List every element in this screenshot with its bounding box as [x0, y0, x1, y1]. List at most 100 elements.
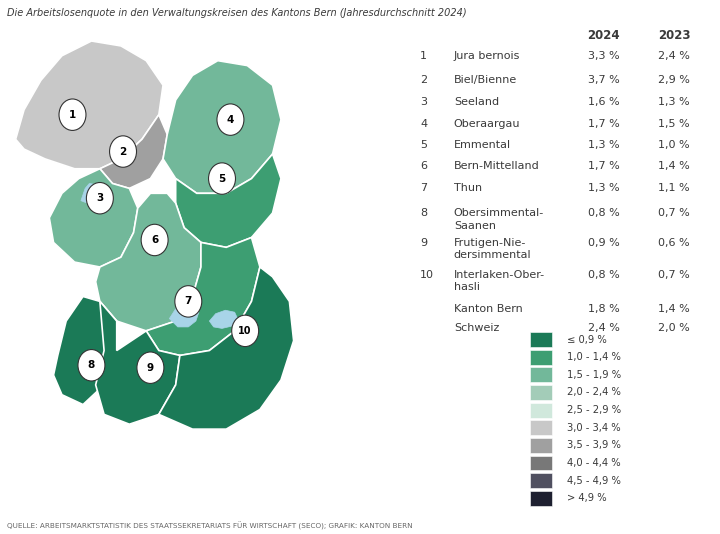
Text: 4,5 - 4,9 %: 4,5 - 4,9 %	[567, 476, 621, 485]
Circle shape	[78, 350, 105, 381]
Text: 3,0 - 3,4 %: 3,0 - 3,4 %	[567, 423, 621, 433]
Polygon shape	[169, 304, 199, 327]
Circle shape	[217, 104, 244, 135]
Polygon shape	[16, 41, 163, 169]
Text: 2,9 %: 2,9 %	[658, 75, 690, 85]
Text: 9: 9	[420, 238, 427, 248]
Circle shape	[59, 99, 86, 130]
Text: ≤ 0,9 %: ≤ 0,9 %	[567, 335, 607, 344]
Bar	[530, 367, 552, 382]
Text: 2,5 - 2,9 %: 2,5 - 2,9 %	[567, 405, 621, 415]
Text: 0,8 %: 0,8 %	[588, 208, 620, 218]
Polygon shape	[176, 154, 281, 247]
Text: Obersimmental-
Saanen: Obersimmental- Saanen	[454, 208, 544, 231]
Text: Kanton Bern: Kanton Bern	[454, 304, 523, 315]
Circle shape	[209, 163, 235, 194]
Text: 6: 6	[420, 161, 427, 171]
Circle shape	[175, 286, 202, 317]
Polygon shape	[96, 193, 201, 331]
Text: 1,0 - 1,4 %: 1,0 - 1,4 %	[567, 352, 621, 362]
Polygon shape	[146, 238, 260, 356]
Text: 0,7 %: 0,7 %	[658, 270, 690, 280]
Text: 3,3 %: 3,3 %	[588, 51, 619, 61]
Text: 10: 10	[420, 270, 434, 280]
Text: 7: 7	[420, 183, 427, 193]
Text: 1,3 %: 1,3 %	[658, 97, 690, 107]
Text: 1,7 %: 1,7 %	[588, 119, 620, 129]
Bar	[530, 473, 552, 488]
Text: QUELLE: ARBEITSMARKTSTATISTIK DES STAATSSEKRETARIATS FÜR WIRTSCHAFT (SECO); GRAF: QUELLE: ARBEITSMARKTSTATISTIK DES STAATS…	[7, 521, 413, 530]
Polygon shape	[159, 267, 294, 429]
Text: Bern-Mittelland: Bern-Mittelland	[454, 161, 539, 171]
Bar	[530, 332, 552, 347]
Polygon shape	[50, 169, 138, 267]
Text: Emmental: Emmental	[454, 140, 511, 150]
Polygon shape	[163, 61, 281, 193]
Text: Frutigen-Nie-
dersimmental: Frutigen-Nie- dersimmental	[454, 238, 531, 260]
Text: 2: 2	[420, 75, 427, 85]
Circle shape	[109, 136, 137, 167]
Text: 1,5 %: 1,5 %	[658, 119, 690, 129]
Text: 1,3 %: 1,3 %	[588, 183, 619, 193]
Text: Schweiz: Schweiz	[454, 323, 499, 333]
Text: 3,7 %: 3,7 %	[588, 75, 620, 85]
Bar	[530, 420, 552, 435]
Text: 0,7 %: 0,7 %	[658, 208, 690, 218]
Text: 1: 1	[69, 109, 76, 120]
Text: 1,0 %: 1,0 %	[658, 140, 690, 150]
Text: 0,9 %: 0,9 %	[588, 238, 620, 248]
Bar	[530, 403, 552, 418]
Text: 9: 9	[147, 363, 154, 373]
Text: 2024: 2024	[588, 29, 620, 42]
Text: Biel/Bienne: Biel/Bienne	[454, 75, 517, 85]
Circle shape	[141, 224, 168, 256]
Bar	[530, 456, 552, 470]
Text: 2,4 %: 2,4 %	[658, 51, 690, 61]
Text: Interlaken-Ober-
hasli: Interlaken-Ober- hasli	[454, 270, 545, 292]
Circle shape	[137, 352, 164, 383]
Text: 2: 2	[120, 146, 127, 156]
Text: 1,6 %: 1,6 %	[588, 97, 619, 107]
Text: Oberaargau: Oberaargau	[454, 119, 521, 129]
Text: 0,8 %: 0,8 %	[588, 270, 620, 280]
Bar	[530, 350, 552, 365]
Text: 3: 3	[96, 193, 104, 203]
Polygon shape	[210, 310, 238, 328]
Text: 1,1 %: 1,1 %	[658, 183, 690, 193]
Text: 5: 5	[218, 174, 225, 184]
Text: 4: 4	[420, 119, 427, 129]
Circle shape	[86, 183, 113, 214]
Polygon shape	[100, 115, 167, 189]
Text: 1,8 %: 1,8 %	[588, 304, 620, 315]
Text: 5: 5	[420, 140, 427, 150]
Bar	[530, 438, 552, 453]
Text: 1,4 %: 1,4 %	[658, 304, 690, 315]
Bar	[530, 385, 552, 400]
Text: 2,4 %: 2,4 %	[588, 323, 620, 333]
Text: Thun: Thun	[454, 183, 482, 193]
Text: 2,0 - 2,4 %: 2,0 - 2,4 %	[567, 388, 621, 397]
Text: 1,3 %: 1,3 %	[588, 140, 619, 150]
Text: Seeland: Seeland	[454, 97, 499, 107]
Text: 4,0 - 4,4 %: 4,0 - 4,4 %	[567, 458, 621, 468]
Text: 6: 6	[151, 235, 158, 245]
Polygon shape	[53, 296, 117, 405]
Text: 3,5 - 3,9 %: 3,5 - 3,9 %	[567, 441, 621, 450]
Text: > 4,9 %: > 4,9 %	[567, 493, 607, 503]
Text: 8: 8	[88, 360, 95, 370]
Text: 2,0 %: 2,0 %	[658, 323, 690, 333]
Text: 1,7 %: 1,7 %	[588, 161, 620, 171]
Text: Jura bernois: Jura bernois	[454, 51, 520, 61]
Text: 2023: 2023	[658, 29, 690, 42]
Text: 0,6 %: 0,6 %	[658, 238, 690, 248]
Text: 3: 3	[420, 97, 427, 107]
Polygon shape	[81, 184, 98, 203]
Text: 1,5 - 1,9 %: 1,5 - 1,9 %	[567, 370, 621, 380]
Bar	[530, 491, 552, 506]
Text: 1: 1	[420, 51, 427, 61]
Polygon shape	[96, 301, 180, 424]
Text: 8: 8	[420, 208, 427, 218]
Circle shape	[232, 315, 258, 347]
Text: 10: 10	[238, 326, 252, 336]
Text: Die Arbeitslosenquote in den Verwaltungskreisen des Kantons Bern (Jahresdurchsch: Die Arbeitslosenquote in den Verwaltungs…	[7, 8, 467, 18]
